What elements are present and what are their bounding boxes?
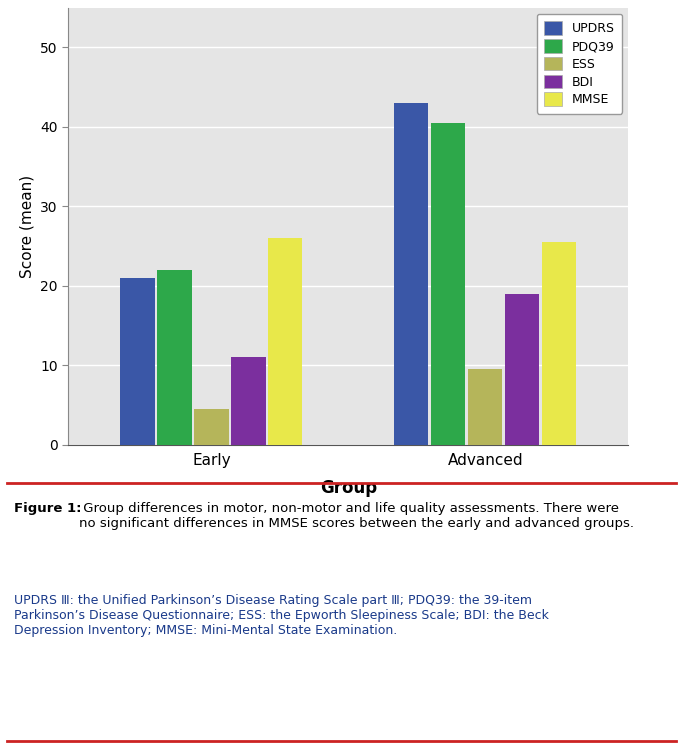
Bar — [468, 369, 502, 445]
X-axis label: Group: Group — [320, 480, 377, 498]
Bar — [232, 357, 266, 445]
Bar — [394, 103, 428, 445]
Bar — [195, 409, 229, 445]
Bar — [268, 238, 303, 445]
Y-axis label: Score (mean): Score (mean) — [20, 175, 35, 277]
Text: UPDRS Ⅲ: the Unified Parkinson’s Disease Rating Scale part Ⅲ; PDQ39: the 39-item: UPDRS Ⅲ: the Unified Parkinson’s Disease… — [14, 594, 548, 637]
Bar — [157, 270, 191, 445]
Bar — [505, 294, 540, 445]
Legend: UPDRS, PDQ39, ESS, BDI, MMSE: UPDRS, PDQ39, ESS, BDI, MMSE — [537, 14, 622, 114]
Bar — [542, 242, 576, 445]
Bar — [431, 123, 465, 445]
Text: Group differences in motor, non-motor and life quality assessments. There were
n: Group differences in motor, non-motor an… — [79, 502, 634, 530]
Bar — [120, 278, 154, 445]
Text: Figure 1:: Figure 1: — [14, 502, 81, 515]
